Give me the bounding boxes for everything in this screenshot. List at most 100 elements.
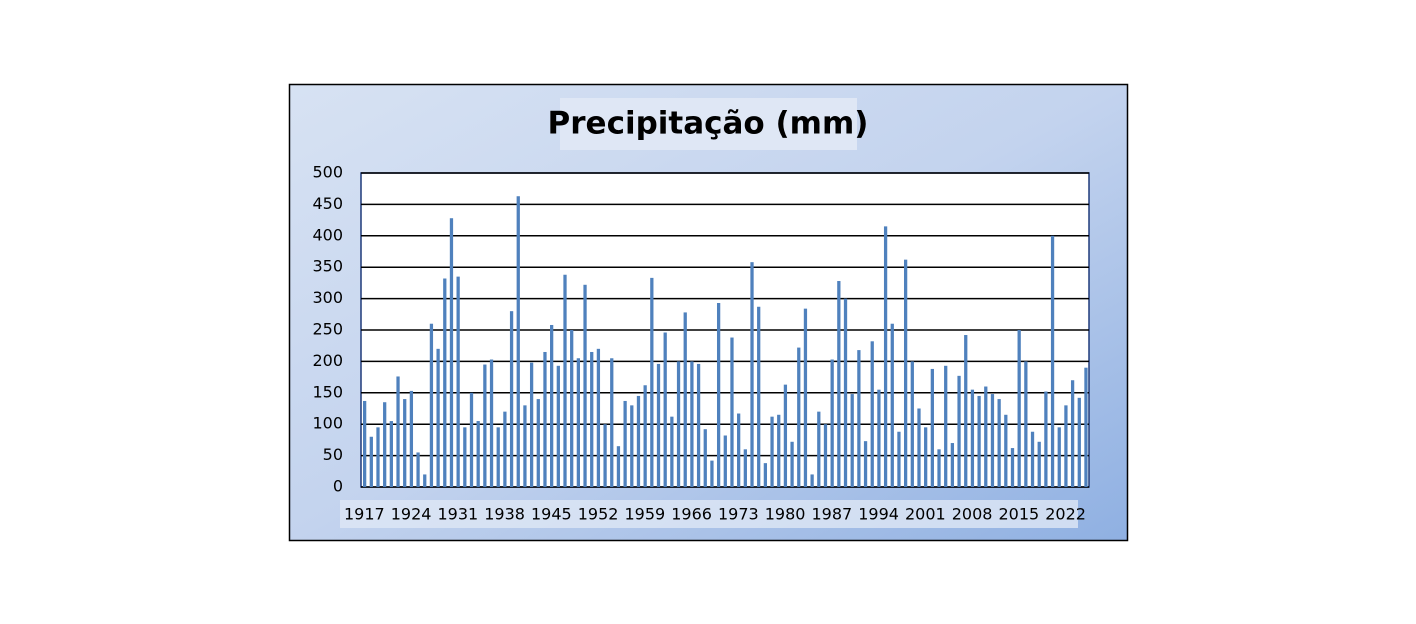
bar: [509, 311, 514, 487]
bar: [944, 365, 948, 487]
x-tick-label: 2022: [1045, 505, 1086, 524]
bar: [950, 443, 955, 487]
y-tick-label: 500: [312, 163, 343, 182]
bar: [1030, 431, 1035, 487]
bar: [757, 306, 761, 487]
bar: [770, 416, 774, 487]
bar: [563, 274, 567, 487]
bar: [449, 218, 454, 487]
bar: [1037, 441, 1041, 487]
bar: [483, 364, 487, 487]
bar: [656, 363, 661, 487]
x-tick-label: 1952: [578, 505, 619, 524]
x-tick-label: 2008: [952, 505, 993, 524]
bar: [616, 446, 621, 487]
bar: [1050, 235, 1055, 487]
bar: [630, 405, 634, 487]
bar: [436, 348, 440, 487]
bar: [576, 358, 580, 487]
bar: [830, 359, 834, 487]
bar: [1044, 391, 1048, 487]
x-tick-label: 1931: [437, 505, 478, 524]
bar: [837, 281, 841, 487]
bar: [890, 323, 894, 487]
bar: [456, 276, 460, 487]
bar: [703, 429, 707, 487]
x-tick-label: 2001: [905, 505, 946, 524]
bar: [924, 427, 928, 487]
bar: [389, 421, 393, 487]
bar: [383, 402, 387, 487]
bar: [523, 405, 527, 487]
bar: [536, 399, 540, 487]
chart-title: Precipitação (mm): [548, 106, 869, 142]
bar: [1010, 448, 1015, 487]
bar: [964, 335, 968, 487]
bar: [690, 361, 694, 487]
bar: [797, 347, 801, 487]
bar: [636, 395, 641, 487]
bar: [663, 332, 667, 487]
bar: [997, 399, 1001, 487]
bar: [583, 284, 587, 487]
bar: [850, 394, 854, 487]
y-tick-label: 300: [312, 288, 343, 307]
y-tick-label: 450: [312, 194, 343, 213]
bar: [683, 312, 687, 487]
bar: [416, 452, 420, 487]
bar: [650, 277, 654, 487]
bar: [730, 337, 734, 487]
bar: [369, 436, 373, 487]
bar: [676, 361, 681, 487]
bar: [696, 363, 701, 487]
bar: [590, 351, 594, 487]
bar: [1077, 397, 1081, 487]
bar: [716, 302, 721, 487]
bar: [1057, 427, 1061, 487]
bar: [743, 449, 747, 487]
bar: [883, 226, 888, 487]
bar: [489, 359, 494, 487]
bar: [970, 389, 975, 487]
bar: [777, 414, 781, 487]
y-tick-label: 150: [312, 382, 343, 401]
bar: [409, 390, 414, 487]
x-tick-label: 1938: [484, 505, 525, 524]
bar: [556, 365, 560, 487]
bar: [496, 427, 500, 487]
x-tick-label: 1917: [344, 505, 385, 524]
y-tick-label: 200: [312, 351, 343, 370]
bar: [603, 424, 607, 487]
bar: [596, 348, 601, 487]
bar: [543, 351, 547, 487]
bar: [984, 386, 988, 487]
bar: [376, 427, 380, 487]
bar: [1017, 330, 1021, 487]
bar: [783, 384, 788, 487]
bar: [1004, 414, 1008, 487]
bar: [529, 362, 534, 487]
bar: [550, 324, 554, 487]
title-box: [560, 98, 857, 150]
y-tick-label: 400: [312, 225, 343, 244]
x-tick-label: 1994: [858, 505, 899, 524]
bar: [516, 196, 520, 487]
bar: [843, 298, 848, 487]
x-tick-label: 1966: [671, 505, 712, 524]
bar: [917, 408, 921, 487]
bar: [1070, 380, 1075, 487]
bar: [903, 259, 908, 487]
bar: [623, 400, 627, 487]
bar: [910, 361, 914, 487]
bar: [977, 395, 981, 487]
bar: [423, 474, 427, 487]
bar: [817, 411, 821, 487]
bar: [396, 376, 400, 487]
y-tick-label: 100: [312, 414, 343, 433]
bar: [570, 330, 574, 487]
bar: [723, 435, 727, 487]
bar: [763, 463, 768, 487]
bar: [737, 413, 741, 487]
